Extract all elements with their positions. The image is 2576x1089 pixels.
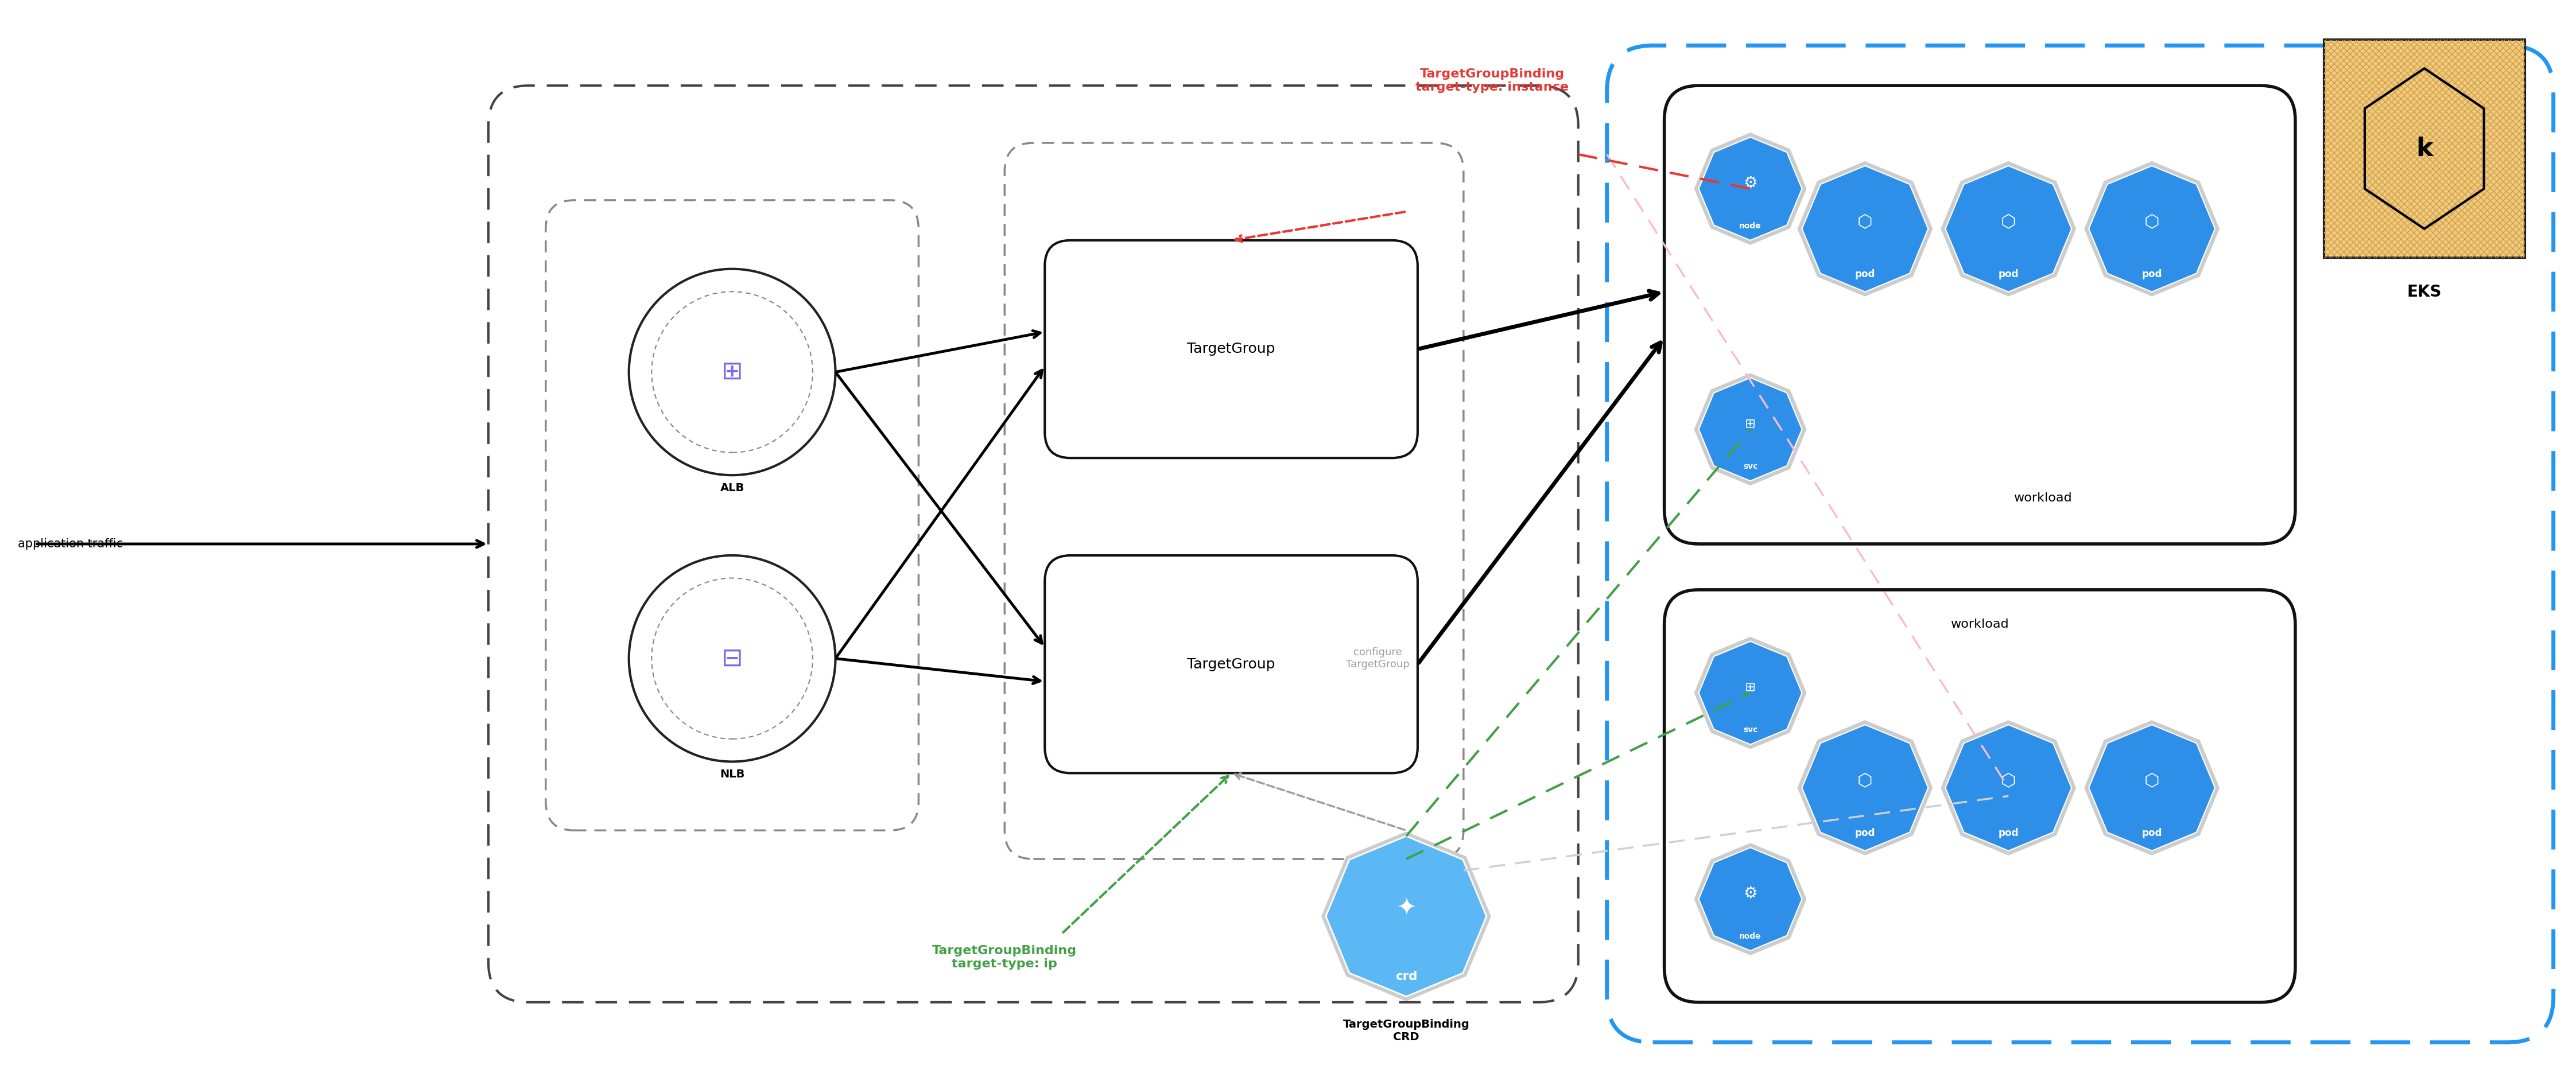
Polygon shape bbox=[1695, 374, 1806, 486]
Polygon shape bbox=[1695, 133, 1806, 245]
Circle shape bbox=[629, 555, 835, 761]
FancyBboxPatch shape bbox=[1664, 86, 2295, 543]
Text: pod: pod bbox=[1855, 269, 1875, 280]
Text: ⊞: ⊞ bbox=[1744, 682, 1757, 694]
Polygon shape bbox=[1698, 641, 1803, 745]
Polygon shape bbox=[1798, 720, 1932, 855]
Polygon shape bbox=[1695, 843, 1806, 955]
Text: ⊟: ⊟ bbox=[721, 646, 742, 671]
Text: ⚙: ⚙ bbox=[1744, 885, 1757, 901]
Polygon shape bbox=[1695, 637, 1806, 749]
Polygon shape bbox=[2089, 166, 2215, 292]
FancyBboxPatch shape bbox=[2324, 40, 2524, 257]
Polygon shape bbox=[1803, 166, 1929, 292]
Circle shape bbox=[629, 269, 835, 475]
FancyBboxPatch shape bbox=[1046, 555, 1417, 773]
Polygon shape bbox=[2089, 725, 2215, 851]
Text: node: node bbox=[1739, 932, 1762, 940]
Polygon shape bbox=[1321, 832, 1492, 1001]
FancyBboxPatch shape bbox=[1046, 241, 1417, 458]
Text: pod: pod bbox=[2141, 269, 2161, 280]
Polygon shape bbox=[1803, 725, 1929, 851]
Text: ⊞: ⊞ bbox=[1744, 418, 1757, 430]
Text: k: k bbox=[2416, 136, 2432, 161]
Text: pod: pod bbox=[1855, 828, 1875, 839]
Text: EKS: EKS bbox=[2406, 284, 2442, 299]
Text: ⬡: ⬡ bbox=[1857, 773, 1873, 790]
Text: svc: svc bbox=[1744, 726, 1757, 734]
Text: ⬡: ⬡ bbox=[1857, 215, 1873, 231]
Text: TargetGroupBinding
CRD: TargetGroupBinding CRD bbox=[1342, 1019, 1468, 1042]
Polygon shape bbox=[1698, 137, 1803, 241]
Text: workload: workload bbox=[2014, 492, 2071, 504]
Polygon shape bbox=[2084, 720, 2221, 855]
Text: ⊞: ⊞ bbox=[721, 359, 742, 384]
Text: configure
TargetGroup: configure TargetGroup bbox=[1345, 647, 1409, 670]
Text: ⬡: ⬡ bbox=[2143, 773, 2159, 790]
Polygon shape bbox=[1798, 161, 1932, 296]
Polygon shape bbox=[1698, 847, 1803, 951]
Text: svc: svc bbox=[1744, 463, 1757, 470]
Polygon shape bbox=[1945, 725, 2071, 851]
Text: TargetGroup: TargetGroup bbox=[1188, 658, 1275, 671]
Polygon shape bbox=[1940, 161, 2076, 296]
Polygon shape bbox=[1945, 166, 2071, 292]
Text: pod: pod bbox=[1999, 269, 2020, 280]
Text: pod: pod bbox=[1999, 828, 2020, 839]
Text: ⬡: ⬡ bbox=[2002, 773, 2017, 790]
Text: workload: workload bbox=[1950, 619, 2009, 629]
Text: TargetGroupBinding
target-type: ip: TargetGroupBinding target-type: ip bbox=[933, 945, 1077, 970]
Text: crd: crd bbox=[1396, 970, 1417, 982]
Text: pod: pod bbox=[2141, 828, 2161, 839]
Text: application traffic: application traffic bbox=[18, 538, 124, 550]
Text: ALB: ALB bbox=[721, 482, 744, 493]
Polygon shape bbox=[1327, 836, 1486, 996]
Text: TargetGroupBinding
target-type: instance: TargetGroupBinding target-type: instance bbox=[1417, 69, 1569, 94]
Text: node: node bbox=[1739, 222, 1762, 230]
Polygon shape bbox=[2084, 161, 2221, 296]
Text: ⚙: ⚙ bbox=[1744, 174, 1757, 191]
Polygon shape bbox=[1698, 378, 1803, 481]
Text: NLB: NLB bbox=[719, 769, 744, 780]
Text: ⬡: ⬡ bbox=[2143, 215, 2159, 231]
Polygon shape bbox=[1940, 720, 2076, 855]
Text: ✦: ✦ bbox=[1396, 896, 1417, 920]
Text: ⬡: ⬡ bbox=[2002, 215, 2017, 231]
FancyBboxPatch shape bbox=[1664, 590, 2295, 1002]
Text: TargetGroup: TargetGroup bbox=[1188, 342, 1275, 356]
